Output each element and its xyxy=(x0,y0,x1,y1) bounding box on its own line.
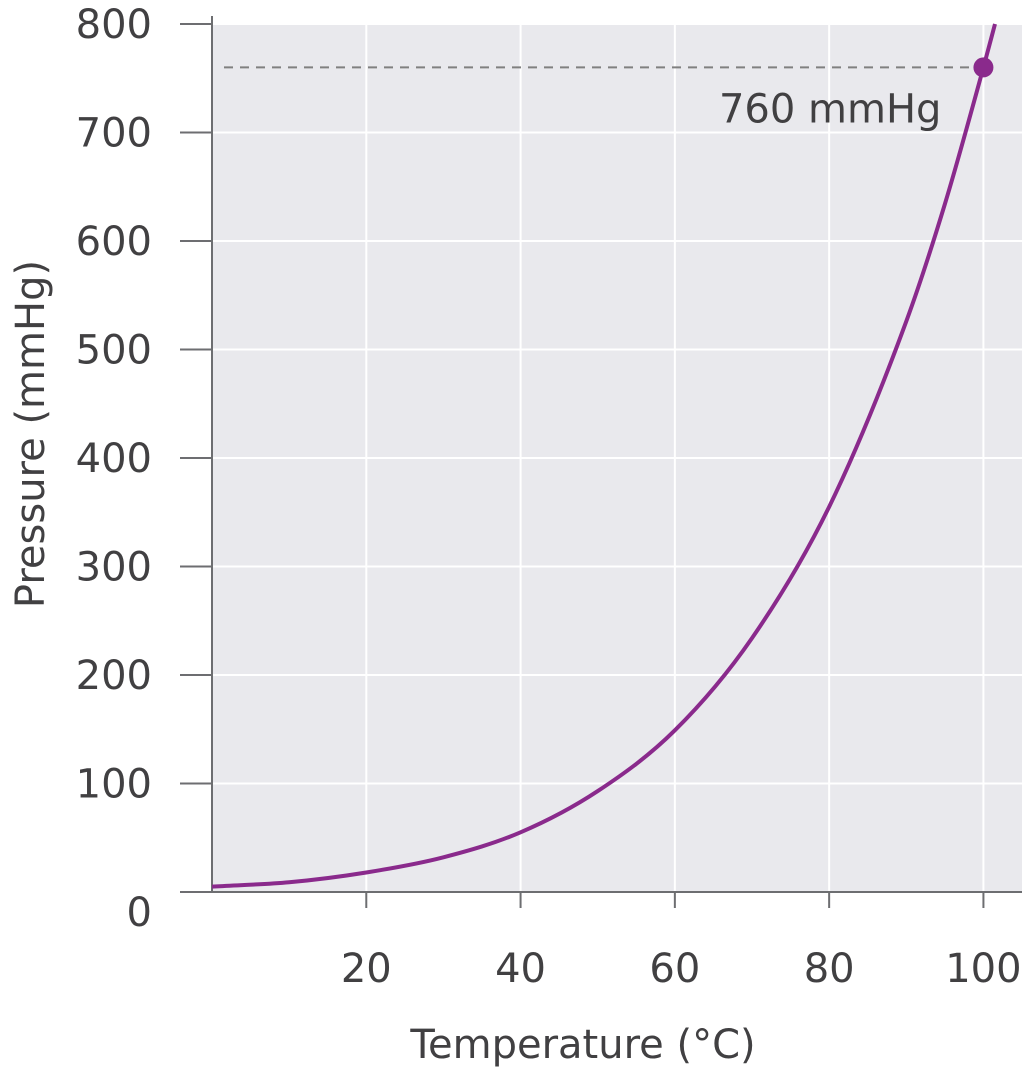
y-tick-label-400: 400 xyxy=(76,436,152,482)
x-tick-label-40: 40 xyxy=(495,946,546,992)
y-axis-ticks: 0 100 200 300 400 500 600 700 800 xyxy=(76,2,212,936)
annotation-760-mmhg: 760 mmHg xyxy=(719,86,941,132)
boiling-point-marker xyxy=(973,57,994,78)
y-tick-label-700: 700 xyxy=(76,111,152,157)
x-axis-title: Temperature (°C) xyxy=(409,1022,755,1068)
x-tick-label-60: 60 xyxy=(649,946,700,992)
axes xyxy=(211,16,1022,893)
x-tick-label-100: 100 xyxy=(945,946,1021,992)
x-axis-ticks: 20 40 60 80 100 xyxy=(341,892,1022,992)
y-tick-label-500: 500 xyxy=(76,328,152,374)
y-tick-label-800: 800 xyxy=(76,2,152,48)
y-tick-label-600: 600 xyxy=(76,219,152,265)
y-tick-label-100: 100 xyxy=(76,762,152,808)
y-tick-label-200: 200 xyxy=(76,653,152,699)
y-tick-label-0: 0 xyxy=(127,890,152,936)
y-axis-title: Pressure (mmHg) xyxy=(8,260,54,608)
x-tick-label-20: 20 xyxy=(341,946,392,992)
y-tick-label-300: 300 xyxy=(76,545,152,591)
gridlines xyxy=(212,23,1022,892)
series-line-vapor-pressure xyxy=(211,23,997,889)
x-tick-label-80: 80 xyxy=(804,946,855,992)
